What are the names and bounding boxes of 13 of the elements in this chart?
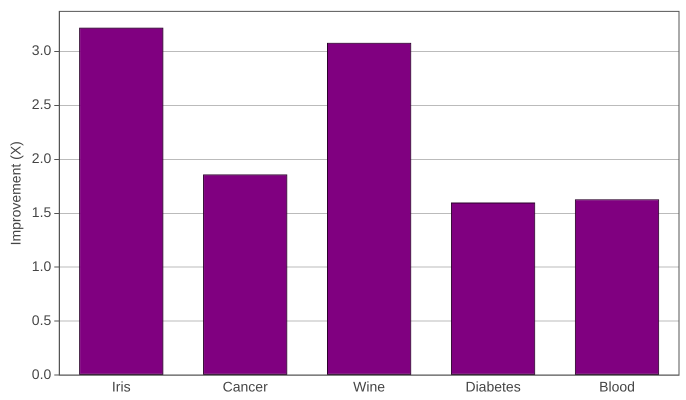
x-tick-label: Cancer	[222, 378, 268, 394]
x-tick-label: Diabetes	[465, 378, 521, 394]
x-tick-label: Wine	[353, 378, 386, 394]
y-tick-label: 1.5	[32, 204, 52, 220]
x-tick-label: Blood	[599, 378, 635, 394]
x-tick-label: Iris	[112, 378, 131, 394]
y-tick-label: 0.5	[32, 312, 52, 328]
y-tick-label: 2.0	[32, 150, 52, 166]
y-tick-label: 3.0	[32, 42, 52, 58]
y-tick-label: 0.0	[32, 366, 52, 382]
y-tick-label: 2.5	[32, 96, 52, 112]
y-tick-label: 1.0	[32, 258, 52, 274]
y-axis-title: Improvement (X)	[7, 141, 24, 246]
